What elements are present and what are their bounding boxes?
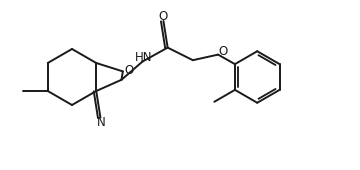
Text: O: O: [219, 45, 228, 58]
Text: HN: HN: [135, 51, 152, 64]
Text: O: O: [159, 10, 168, 22]
Text: N: N: [97, 116, 106, 129]
Text: O: O: [124, 64, 134, 77]
